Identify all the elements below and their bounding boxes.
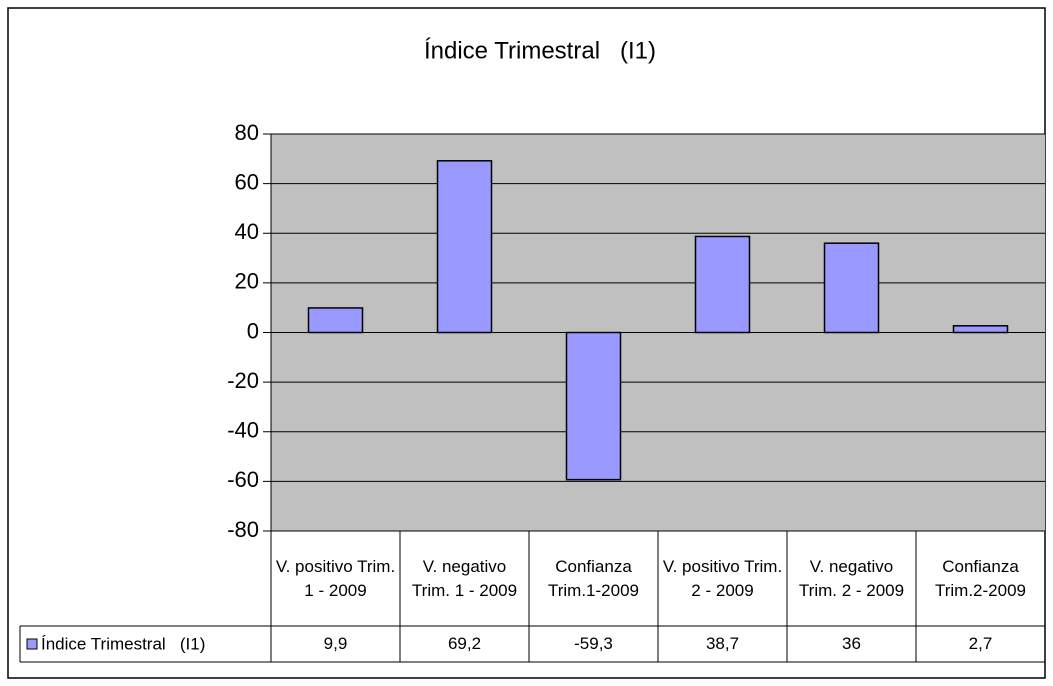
value-label: -59,3 — [574, 634, 613, 653]
y-tick-label: 80 — [235, 120, 259, 145]
legend-label: Índice Trimestral (I1) — [41, 634, 205, 653]
y-tick-label: -80 — [227, 517, 259, 542]
y-tick-label: 40 — [235, 219, 259, 244]
bar — [565, 331, 622, 481]
value-label: 38,7 — [705, 634, 740, 653]
x-tick-label: V. negativo Trim. 2 - 2009 — [798, 556, 905, 600]
value-label: 69,2 — [447, 634, 482, 653]
bar — [952, 325, 1009, 334]
bar — [694, 235, 751, 334]
x-tick-label: V. negativo Trim. 1 - 2009 — [411, 556, 518, 600]
bar — [307, 307, 364, 334]
chart-title: Índice Trimestral (I1) — [424, 37, 656, 64]
x-tick-label: V. positivo Trim. 1 - 2009 — [275, 556, 400, 600]
value-label: 9,9 — [323, 634, 348, 653]
y-tick-label: -20 — [227, 368, 259, 393]
x-tick-label: V. positivo Trim. 2 - 2009 — [662, 556, 787, 600]
x-tick-label: Confianza Trim.2-2009 — [934, 556, 1026, 600]
y-tick-label: -60 — [227, 467, 259, 492]
x-tick-label: Confianza Trim.1-2009 — [547, 556, 639, 600]
legend-swatch — [26, 638, 38, 650]
y-tick-label: 20 — [235, 269, 259, 294]
y-tick-label: 60 — [235, 169, 259, 194]
value-label: 2,7 — [968, 634, 993, 653]
bar — [436, 160, 493, 334]
bar — [823, 242, 880, 334]
y-tick-label: -40 — [227, 418, 259, 443]
value-label: 36 — [842, 634, 861, 653]
y-tick-label: 0 — [247, 318, 259, 343]
